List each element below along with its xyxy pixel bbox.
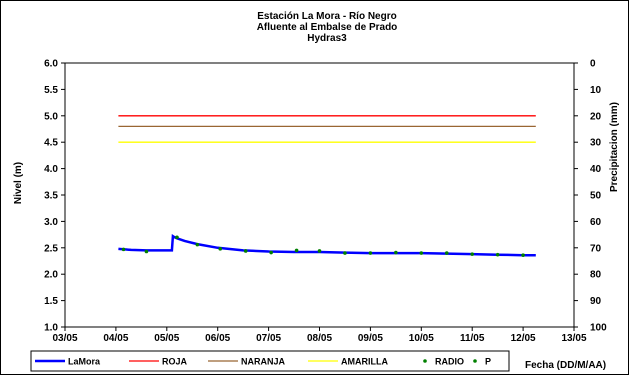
y2-tick-label: 30 bbox=[590, 138, 602, 149]
x-tick-label: 11/05 bbox=[460, 333, 485, 344]
y2-axis-label: Precipitacion (mm) bbox=[609, 102, 620, 192]
series-radio-point bbox=[144, 249, 149, 254]
x-tick-label: 05/05 bbox=[154, 333, 179, 344]
y-tick-label: 5.0 bbox=[44, 111, 58, 122]
y-tick-label: 6.0 bbox=[44, 59, 58, 70]
legend-lamora-label: LaMora bbox=[68, 357, 101, 367]
y-tick-label: 4.5 bbox=[44, 138, 58, 149]
y2-tick-label: 100 bbox=[590, 323, 607, 334]
chart-title-line: Hydras3 bbox=[307, 33, 347, 44]
y2-tick-label: 60 bbox=[590, 217, 602, 228]
series-radio-point bbox=[175, 235, 179, 240]
x-tick-label: 07/05 bbox=[256, 333, 281, 344]
x-tick-label: 13/05 bbox=[561, 333, 586, 344]
legend-p-label: P bbox=[485, 357, 491, 367]
x-tick-label: 03/05 bbox=[52, 333, 77, 344]
y-tick-label: 1.0 bbox=[44, 323, 58, 334]
legend: LaMora ROJA NARANJA AMARILLA RADIO P bbox=[30, 350, 510, 372]
series-lamora-line bbox=[118, 233, 536, 257]
x-axis: 03/05 04/05 05/05 06/05 07/05 08/05 09/05 10/05… bbox=[52, 327, 587, 344]
series-radio-point bbox=[368, 251, 373, 255]
y2-tick-label: 50 bbox=[590, 191, 602, 202]
series-radio-point bbox=[121, 247, 126, 252]
series-radio-point bbox=[218, 247, 223, 251]
y-tick-label: 3.5 bbox=[44, 191, 58, 202]
chart-title-line: Estación La Mora - Río Negro bbox=[257, 11, 396, 22]
series-radio-point bbox=[195, 242, 200, 247]
x-tick-label: 12/05 bbox=[511, 333, 536, 344]
y2-tick-label: 90 bbox=[590, 296, 602, 307]
y-tick-label: 3.0 bbox=[44, 217, 58, 228]
series-radio-point bbox=[269, 250, 273, 255]
y2-tick-label: 20 bbox=[590, 111, 602, 122]
series-group bbox=[118, 115, 536, 257]
y2-tick-label: 40 bbox=[590, 164, 602, 175]
series-radio-point bbox=[419, 251, 424, 255]
series-radio-point bbox=[243, 249, 248, 253]
series-radio-point bbox=[521, 253, 525, 257]
y-axis-label: Nivel (m) bbox=[13, 162, 24, 204]
y-tick-label: 2.0 bbox=[44, 270, 58, 281]
x-tick-label: 09/05 bbox=[358, 333, 383, 344]
y-tick-label: 4.0 bbox=[44, 164, 58, 175]
legend-roja-label: ROJA bbox=[162, 357, 188, 367]
series-radio-point bbox=[444, 251, 449, 255]
series-radio-point bbox=[343, 251, 347, 255]
y2-tick-label: 80 bbox=[590, 270, 602, 281]
series-radio-point bbox=[495, 252, 500, 257]
series-radio-point bbox=[470, 252, 475, 256]
legend-box bbox=[30, 350, 510, 372]
legend-amarilla-label: AMARILLA bbox=[341, 357, 388, 367]
plot-area bbox=[64, 62, 575, 328]
x-tick-label: 10/05 bbox=[409, 333, 434, 344]
series-radio-point bbox=[394, 250, 398, 255]
y2-tick-label: 0 bbox=[590, 59, 596, 70]
legend-naranja-label: NARANJA bbox=[241, 357, 286, 367]
series-radio-point bbox=[317, 249, 322, 253]
x-axis-label: Fecha (DD/M/AA) bbox=[525, 360, 606, 371]
x-tick-label: 08/05 bbox=[307, 333, 332, 344]
legend-radio-label: RADIO bbox=[435, 357, 464, 367]
legend-radio-marker bbox=[423, 359, 427, 363]
x-tick-label: 04/05 bbox=[103, 333, 128, 344]
series-radio-point bbox=[294, 248, 299, 253]
chart-title-line: Afluente al Embalse de Prado bbox=[257, 22, 398, 33]
x-tick-label: 06/05 bbox=[205, 333, 230, 344]
y2-tick-label: 10 bbox=[590, 85, 602, 96]
y-tick-label: 2.5 bbox=[44, 243, 58, 254]
y2-tick-label: 70 bbox=[590, 243, 602, 254]
y-axis: 1.0 1.5 2.0 2.5 3.0 3.5 4.0 4.5 5.0 5.5 6.0 bbox=[44, 59, 65, 334]
y-tick-label: 1.5 bbox=[44, 296, 58, 307]
legend-p-marker bbox=[473, 359, 477, 363]
y-tick-label: 5.5 bbox=[44, 85, 58, 96]
